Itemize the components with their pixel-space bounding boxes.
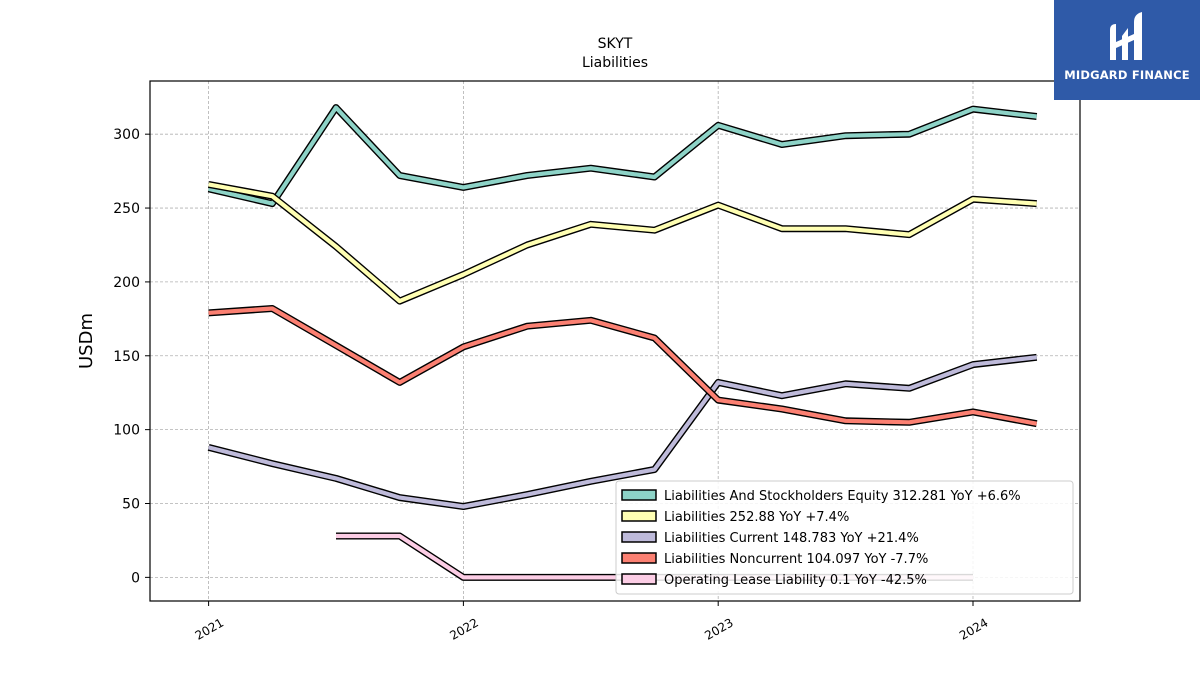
y-tick-label: 50 [122,497,140,513]
legend-label: Liabilities 252.88 YoY +7.4% [664,510,849,525]
x-tick-label: 2022 [447,615,480,642]
legend-label: Liabilities Current 148.783 YoY +21.4% [664,531,919,546]
legend-box [615,480,1074,595]
grid [150,81,1080,601]
y-tick-label: 200 [113,275,140,291]
series-outline [207,104,1038,208]
y-tick-label: 100 [113,423,140,439]
legend-swatch [621,573,657,585]
y-tick-label: 150 [113,349,140,365]
logo-text: MIDGARD FINANCE [1064,68,1190,82]
series-line [208,105,1037,206]
plot-frame [149,80,1081,602]
legend-swatch [621,489,657,501]
y-tick-label: 0 [131,570,140,586]
logo-mark-icon [1110,12,1142,60]
y-axis-label: USDm [76,313,97,369]
legend-swatch [621,531,657,543]
y-tick-label: 250 [113,201,140,217]
chart-title: SKYT [598,36,633,52]
x-tick-label: 2021 [193,615,226,642]
x-tick-label: 2024 [957,615,990,642]
legend: Liabilities And Stockholders Equity 312.… [615,480,1074,595]
y-tick-label: 300 [113,127,140,143]
legend-label: Operating Lease Liability 0.1 YoY -42.5% [664,573,927,588]
legend-label: Liabilities And Stockholders Equity 312.… [664,489,1021,504]
brand-logo: MIDGARD FINANCE [1054,0,1200,100]
legend-swatch [621,552,657,564]
series-line [208,306,1038,426]
series-outline [208,305,1038,428]
legend-swatch [621,510,657,522]
legend-label: Liabilities Noncurrent 104.097 YoY -7.7% [664,552,928,567]
chart-subtitle: Liabilities [582,55,648,71]
x-tick-label: 2023 [702,615,735,642]
series-line [208,355,1037,509]
series-line [208,182,1037,304]
